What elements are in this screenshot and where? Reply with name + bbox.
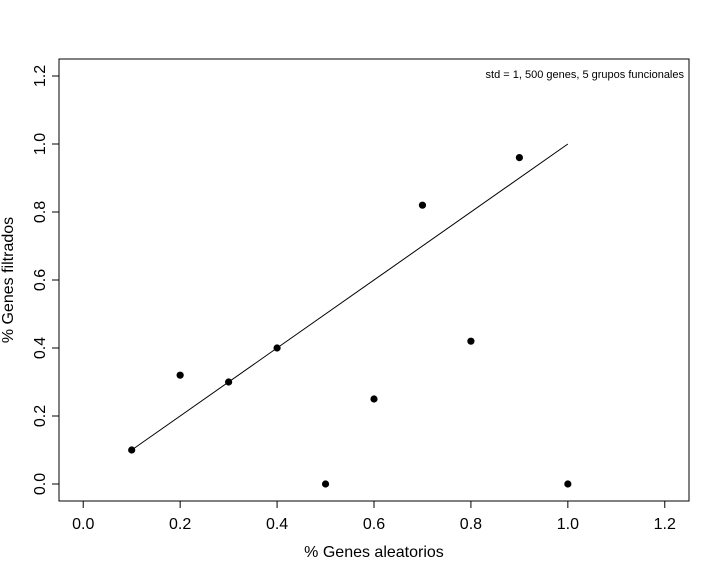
y-tick-label: 0.4 bbox=[32, 337, 49, 359]
x-tick-label: 1.0 bbox=[557, 516, 579, 533]
data-point bbox=[321, 480, 330, 488]
data-point bbox=[128, 446, 136, 454]
x-axis-label: % Genes aleatorios bbox=[304, 544, 444, 561]
data-point bbox=[176, 371, 184, 379]
y-tick-label: 0.2 bbox=[32, 405, 49, 427]
y-tick-label: 0.8 bbox=[32, 201, 49, 223]
x-axis: 0.0 0.2 0.4 0.6 0.8 1.0 1.2 bbox=[72, 500, 676, 533]
plot-annotation: std = 1, 500 genes, 5 grupos funcionales bbox=[486, 69, 685, 81]
x-tick-label: 0.0 bbox=[72, 516, 94, 533]
data-points bbox=[128, 154, 572, 488]
y-tick-label: 0.0 bbox=[32, 473, 49, 495]
x-tick-label: 0.4 bbox=[266, 516, 288, 533]
y-axis-label: % Genes filtrados bbox=[0, 217, 17, 343]
data-point bbox=[225, 378, 233, 386]
y-tick-label: 0.6 bbox=[32, 269, 49, 291]
y-tick-label: 1.2 bbox=[32, 65, 49, 87]
data-point bbox=[467, 337, 475, 345]
data-point bbox=[418, 201, 427, 209]
y-tick-label: 1.0 bbox=[32, 133, 49, 155]
reference-line bbox=[131, 143, 569, 451]
y-axis: 0.0 0.2 0.4 0.6 0.8 1.0 1.2 bbox=[32, 65, 60, 495]
data-point bbox=[370, 395, 378, 403]
data-point bbox=[273, 344, 281, 352]
x-tick-label: 0.8 bbox=[460, 516, 482, 533]
x-tick-label: 0.2 bbox=[169, 516, 191, 533]
data-point bbox=[515, 154, 523, 162]
x-tick-label: 1.2 bbox=[654, 516, 676, 533]
data-point bbox=[564, 480, 572, 488]
x-tick-label: 0.6 bbox=[363, 516, 385, 533]
